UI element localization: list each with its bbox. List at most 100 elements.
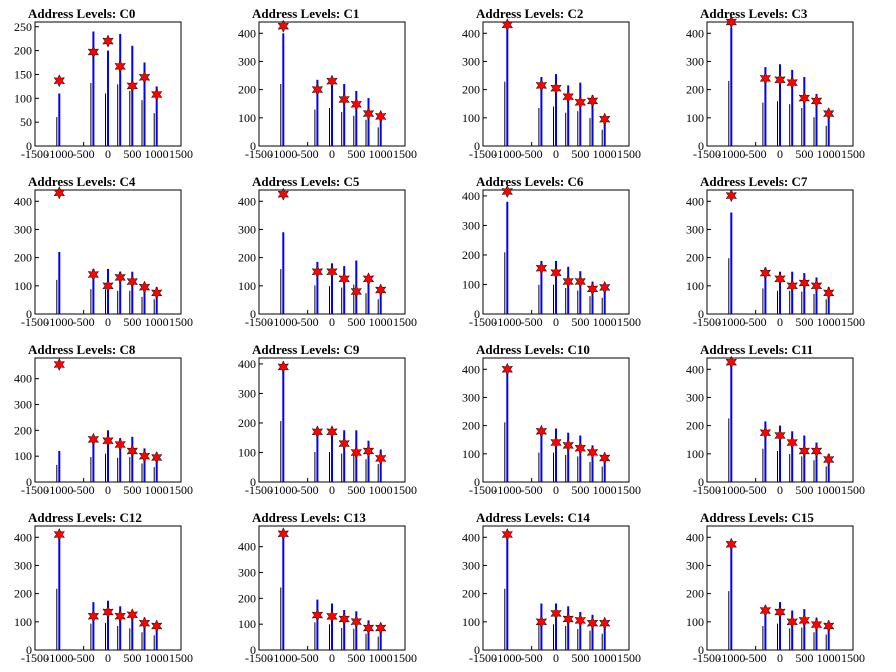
x-tick-label: -500 [297,651,319,665]
x-tick-label: 1000 [145,147,169,161]
y-tick-label: 400 [686,362,704,376]
histogram-bar [730,27,733,147]
peak-marker [598,616,611,630]
y-tick-label: 100 [462,615,480,629]
x-tick-label: -1500 [21,651,49,665]
histogram-bar [119,438,122,482]
peak-marker [53,527,66,542]
y-tick-label: 0 [26,475,32,489]
peak-marker [501,362,514,376]
histogram-bar [367,276,370,314]
x-tick-label: 1000 [369,147,393,161]
peak-marker [574,274,587,289]
x-tick-label: 0 [329,651,335,665]
histogram-bar [131,436,134,482]
x-tick-label: 1000 [145,483,169,497]
x-tick-label: -500 [521,315,543,329]
histogram-bar [316,599,319,650]
y-tick-label: 300 [462,54,480,68]
x-tick-label: -1500 [693,315,721,329]
y-tick-label: 400 [686,530,704,544]
peak-marker [338,612,350,626]
peak-marker [535,424,548,438]
x-tick-label: 1500 [617,147,641,161]
peak-marker [326,609,338,624]
x-tick-label: 0 [777,651,783,665]
peak-marker [550,266,562,280]
x-tick-label: 500 [123,483,141,497]
y-tick-label: 300 [14,558,32,572]
histogram-bar [591,614,594,650]
x-tick-label: 0 [553,147,559,161]
peak-marker [574,95,587,109]
peak-marker [586,282,599,296]
histogram-bar [379,625,382,650]
y-tick-label: 400 [14,530,32,544]
x-tick-label: 500 [795,651,813,665]
chart-panel-c11: Address Levels: C11 0 100 200 300 400 -1500-10… [686,342,865,497]
peak-marker [338,92,350,107]
x-tick-label: -1500 [21,315,49,329]
histogram-bar [555,260,557,314]
histogram-bar [282,371,285,482]
histogram-bar [567,606,570,650]
chart-title: Address Levels: C10 [476,342,590,357]
chart-panel-c10: Address Levels: C10 0 100 200 300 400 -1500-10… [462,342,641,497]
histogram-bar [107,430,109,482]
y-tick-label: 200 [462,248,480,262]
peak-marker [535,615,548,629]
x-tick-label: -500 [73,315,95,329]
histogram-bar [540,428,543,482]
x-tick-label: 500 [347,483,365,497]
x-tick-label: 1500 [169,315,193,329]
x-tick-label: -1500 [469,147,497,161]
peak-marker [126,608,139,622]
x-tick-label: -1500 [693,147,721,161]
histogram-bar [815,277,818,314]
x-tick-label: -1500 [245,315,273,329]
peak-marker [362,621,375,635]
peak-marker [759,266,772,280]
histogram-bar [779,425,781,482]
x-tick-label: 500 [123,147,141,161]
peak-marker [501,18,514,32]
x-tick-label: 1000 [145,315,169,329]
x-tick-label: 500 [795,315,813,329]
peak-marker [759,426,772,440]
y-tick-label: 400 [14,372,32,386]
peak-marker [822,452,835,467]
peak-marker [725,355,738,369]
y-tick-label: 100 [238,445,256,459]
peak-marker [586,445,599,460]
histogram-bar [282,232,285,314]
y-tick-label: 400 [238,540,256,554]
x-tick-label: -1000 [45,483,73,497]
x-tick-label: 1000 [369,315,393,329]
chart-title: Address Levels: C13 [252,510,366,525]
y-tick-label: 0 [26,139,32,153]
x-tick-label: 0 [105,483,111,497]
peak-marker [374,109,387,124]
x-tick-label: 1000 [145,651,169,665]
histogram-bar [58,252,61,314]
peak-marker [810,279,823,293]
histogram-bar [143,617,146,650]
y-tick-label: 200 [238,591,256,605]
x-tick-label: 500 [123,651,141,665]
histogram-bar [379,287,382,314]
x-tick-label: 0 [329,147,335,161]
y-tick-label: 100 [686,615,704,629]
histogram-bar [506,201,509,314]
y-tick-label: 0 [250,307,256,321]
y-tick-label: 150 [14,67,32,81]
y-tick-label: 300 [238,222,256,236]
peak-marker [786,435,798,450]
histogram-bar [58,538,61,650]
histogram-bar [579,612,582,650]
x-tick-label: 0 [105,651,111,665]
histogram-bar [331,603,333,650]
y-tick-label: 100 [14,91,32,105]
histogram-bar [827,109,830,146]
peak-marker [535,78,548,93]
